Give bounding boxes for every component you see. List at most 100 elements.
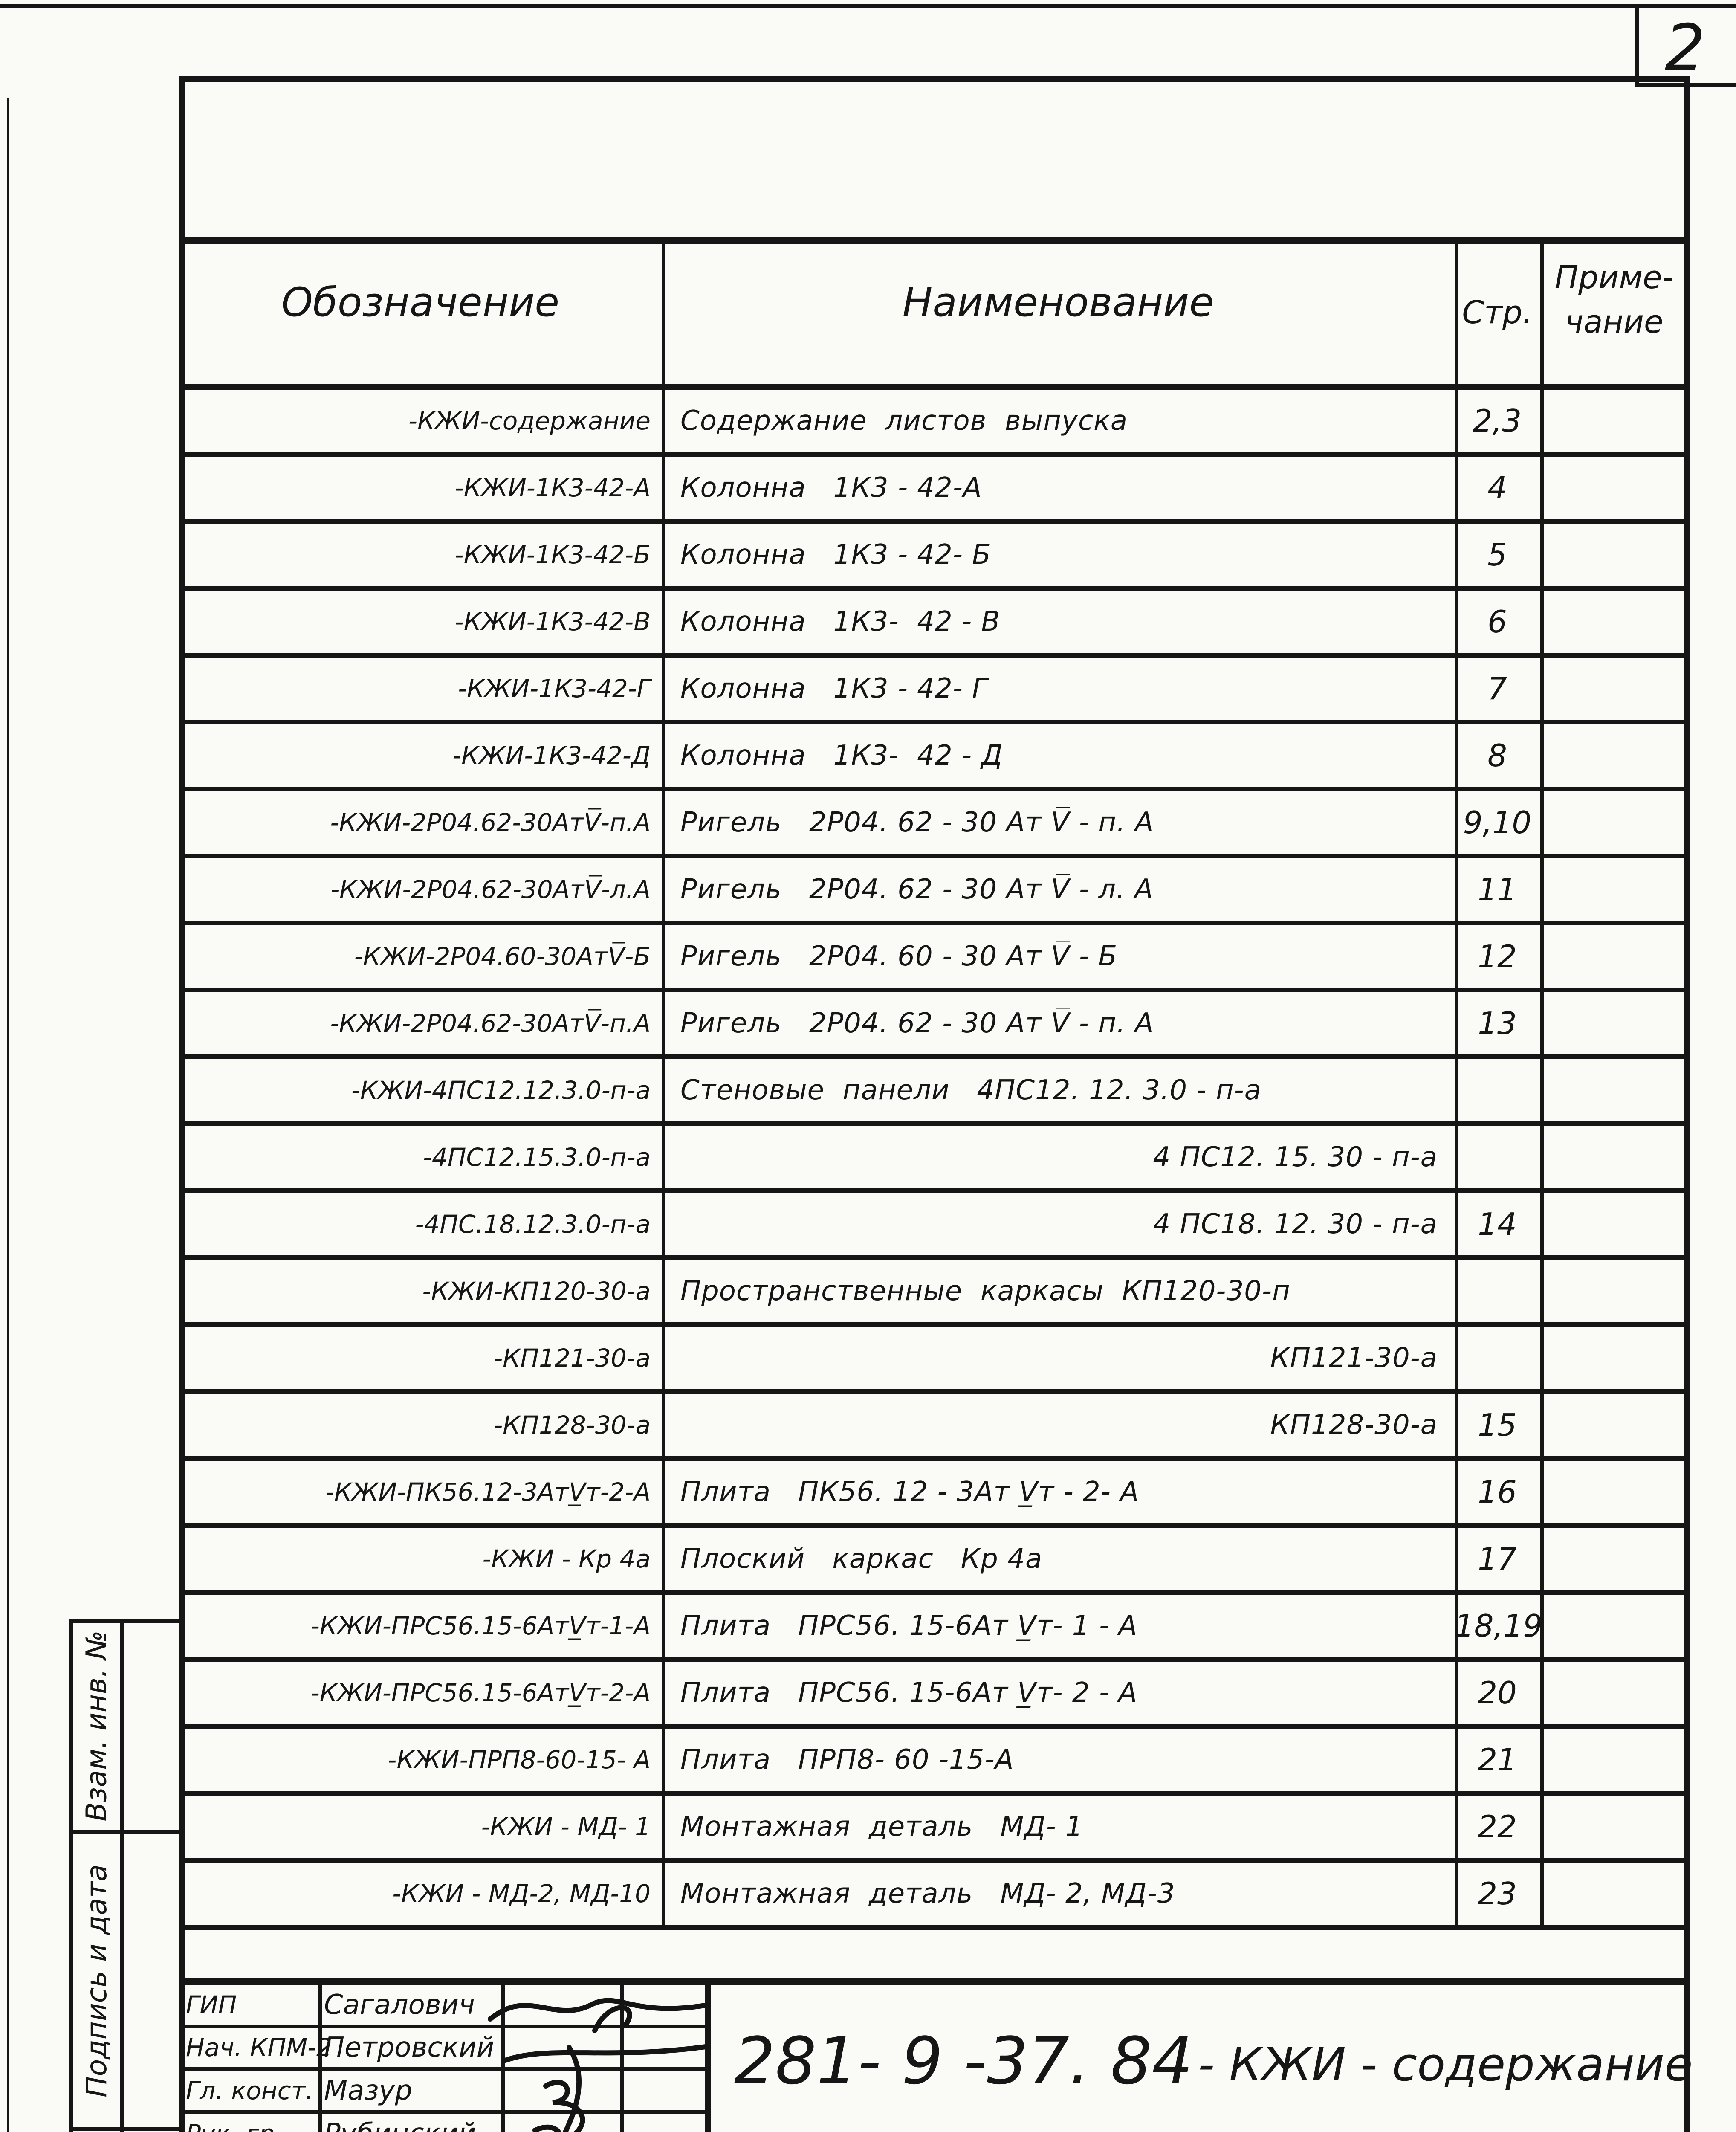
role-label: Нач. КПМ-2 (186, 2033, 332, 2062)
role-label: Гл. конст. (186, 2076, 313, 2106)
table-row: -КЖИ-1К3-42-Б Колонна 1К3 - 42- Б 5 (179, 524, 1688, 591)
cell-name: Ригель 2Р04. 62 - 30 Ат V̅ - п. А (680, 1008, 1154, 1039)
table-row: -КЖИ-2Р04.62-30АтV̅-п.А Ригель 2Р04. 62 -… (179, 791, 1688, 858)
cell-name: 4 ПС18. 12. 30 - п-а (1153, 1208, 1438, 1240)
cell-name: Плита ПК56. 12 - 3Ат V̲т - 2- А (680, 1476, 1139, 1508)
sidebar-line (69, 1619, 73, 2132)
cell-page: 2,3 (1473, 403, 1522, 439)
sidebar-line (69, 1830, 179, 1834)
cell-page: 5 (1487, 537, 1507, 573)
table-row: -КЖИ-1К3-42-В Колонна 1К3- 42 - В 6 (179, 591, 1688, 658)
page-number-box-left-line (1635, 4, 1639, 86)
cell-designation: -КЖИ-1К3-42-В (454, 607, 651, 636)
table-row: -КЖИ-1К3-42-Д Колонна 1К3- 42 - Д 8 (179, 724, 1688, 791)
cell-name: Плита ПРС56. 15-6Ат V̲т- 1 - А (680, 1610, 1138, 1642)
titleblock-roles: ГИП Сагалович Нач. КПМ-2 Петровский Гл. конс… (179, 1985, 705, 2132)
cell-page: 16 (1478, 1474, 1517, 1510)
role-name: Рубинский (318, 2118, 501, 2132)
table-row: -КЖИ - МД-2, МД-10 Монтажная деталь МД- 2… (179, 1863, 1688, 1929)
sidebar-line (120, 1619, 124, 2132)
titleblock-role-row: ГИП Сагалович (179, 1985, 705, 2028)
cell-name: Ригель 2Р04. 60 - 30 Ат V̅ - Б (680, 941, 1118, 972)
cell-name: КП121-30-а (1270, 1342, 1438, 1374)
cell-page: 20 (1478, 1675, 1517, 1711)
cell-page: 18,19 (1455, 1608, 1540, 1644)
table-row: -КЖИ-1К3-42-Г Колонна 1К3 - 42- Г 7 (179, 658, 1688, 724)
signature-squiggle (503, 2044, 708, 2063)
titleblock-divider (318, 1978, 322, 2132)
table-body: -КЖИ-содержание Содержание листов выпуска… (179, 390, 1688, 1929)
cell-name: Плита ПРП8- 60 -15-А (680, 1744, 1014, 1776)
role-label: Рук. гр. (179, 2119, 318, 2132)
cell-name: Пространственные каркасы КП120-30-п (680, 1275, 1290, 1307)
page-left-edge-line (7, 98, 9, 2132)
table-row: -КЖИ-ПРС56.15-6АтV̲т-2-А Плита ПРС56. 15-… (179, 1662, 1688, 1729)
cell-page: 4 (1487, 470, 1507, 506)
cell-designation: -КЖИ-1К3-42-А (454, 473, 651, 502)
column-divider-designation (662, 237, 665, 1929)
table-row: -КЖИ-ПРС56.15-6АтV̲т-1-А Плита ПРС56. 15-… (179, 1595, 1688, 1662)
cell-designation: -КЖИ-содержание (408, 406, 651, 435)
titleblock-section-divider (705, 1978, 711, 2132)
cell-designation: -КЖИ - МД-2, МД-10 (392, 1879, 651, 1908)
page-top-edge-line (0, 4, 1736, 8)
titleblock-role-row: Нач. КПМ-2 Петровский (179, 2028, 705, 2071)
frame-top-line (179, 76, 1690, 82)
cell-designation: -4ПС.18.12.3.0-п-а (415, 1210, 651, 1239)
cell-designation: -КЖИ-1К3-42-Г (458, 674, 651, 703)
column-divider-page (1455, 237, 1458, 1929)
cell-page: 15 (1478, 1407, 1517, 1443)
cell-page: 8 (1487, 738, 1507, 773)
table-row: -4ПС.18.12.3.0-п-а 4 ПС18. 12. 30 - п-а 14 (179, 1193, 1688, 1260)
role-name: Сагалович (324, 1989, 475, 2021)
cell-page: 6 (1487, 604, 1507, 640)
table-row: -КП121-30-а КП121-30-а (179, 1327, 1688, 1394)
table-row: -КЖИ-ПК56.12-3АтV̲т-2-А Плита ПК56. 12 - … (179, 1461, 1688, 1528)
cell-name: Монтажная деталь МД- 2, МД-3 (680, 1878, 1175, 1909)
cell-designation: -КЖИ-КП120-30-а (422, 1277, 651, 1306)
cell-page: 7 (1487, 671, 1507, 707)
cell-page: 9,10 (1463, 805, 1532, 840)
column-divider-note (1540, 237, 1544, 1929)
cell-page: 21 (1478, 1742, 1517, 1778)
cell-designation: -КЖИ-1К3-42-Д (452, 741, 651, 770)
signature-squiggle (562, 2045, 582, 2132)
cell-name: Ригель 2Р04. 62 - 30 Ат V̅ - п. А (680, 807, 1154, 838)
titleblock-role-row: Гл. конст. Мазур (179, 2071, 705, 2114)
cell-designation: -КЖИ - Кр 4а (482, 1544, 651, 1573)
cell-name: Плита ПРС56. 15-6Ат V̲т- 2 - А (680, 1677, 1138, 1709)
cell-name: Колонна 1К3- 42 - В (680, 606, 1001, 637)
titleblock-divider (501, 1978, 505, 2132)
table-row: -КЖИ-содержание Содержание листов выпуска… (179, 390, 1688, 457)
table-row: -КЖИ-2Р04.62-30АтV̅-п.А Ригель 2Р04. 62 -… (179, 992, 1688, 1059)
cell-page: 22 (1478, 1809, 1517, 1845)
titleblock-top-line (179, 1978, 1690, 1985)
role-name: Мазур (324, 2075, 412, 2107)
table-header-page: Стр. (1462, 294, 1533, 331)
cell-designation: -4ПС12.15.3.0-п-а (423, 1143, 651, 1172)
table-header-designation: Обозначение (281, 279, 560, 326)
cell-name: Стеновые панели 4ПС12. 12. 3.0 - п-а (680, 1075, 1261, 1106)
table-row: -КЖИ - МД- 1 Монтажная деталь МД- 1 22 (179, 1796, 1688, 1863)
cell-name: Содержание листов выпуска (680, 405, 1128, 437)
table-header-note-line2: чание (1565, 304, 1664, 340)
cell-name: Ригель 2Р04. 62 - 30 Ат V̅ - л. А (680, 874, 1154, 905)
cell-page: 11 (1478, 872, 1517, 907)
cell-name: Плоский каркас Кр 4а (680, 1543, 1043, 1575)
table-row: -КЖИ-1К3-42-А Колонна 1К3 - 42-А 4 (179, 457, 1688, 524)
cell-page: 17 (1478, 1541, 1517, 1577)
cell-designation: -КЖИ-ПРС56.15-6АтV̲т-1-А (310, 1611, 651, 1640)
table-row: -КЖИ-ПРП8-60-15- А Плита ПРП8- 60 -15-А 21 (179, 1729, 1688, 1796)
table-top-line (179, 237, 1690, 244)
table-header-bottom-line (179, 384, 1690, 390)
cell-name: Колонна 1К3 - 42-А (680, 472, 982, 504)
cell-name: КП128-30-а (1270, 1409, 1438, 1441)
cell-designation: -КЖИ - МД- 1 (481, 1812, 651, 1841)
cell-page: 13 (1478, 1005, 1517, 1041)
cell-name: Колонна 1К3 - 42- Г (680, 673, 988, 704)
table-row: -КП128-30-а КП128-30-а 15 (179, 1394, 1688, 1461)
signature-squiggle (532, 2124, 561, 2132)
cell-page: 14 (1478, 1206, 1517, 1242)
